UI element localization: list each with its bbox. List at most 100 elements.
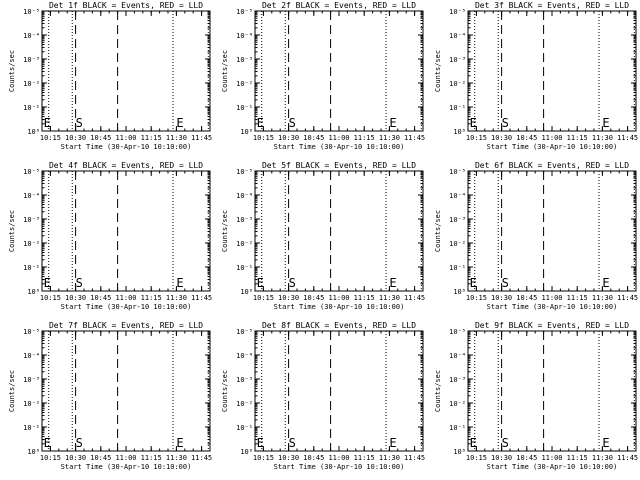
- x-tick-label: 11:30: [592, 454, 613, 462]
- x-axis-label: Start Time (30-Apr-10 10:10:00): [487, 303, 618, 311]
- x-tick-label: 11:30: [166, 294, 187, 302]
- x-tick-label: 11:15: [141, 454, 162, 462]
- x-tick-label: 11:30: [379, 134, 400, 142]
- letter-marker: S: [502, 116, 509, 130]
- plot-frame: [41, 170, 211, 292]
- y-tick-label: 10⁻³: [23, 216, 40, 224]
- y-tick-label: 10⁻²: [23, 240, 40, 248]
- panel-title: Det 8f BLACK = Events, RED = LLD: [262, 321, 416, 330]
- letter-marker: E: [257, 436, 264, 450]
- y-tick-label: 10⁻⁴: [23, 192, 40, 200]
- x-tick-label: 11:45: [617, 294, 638, 302]
- x-axis-label: Start Time (30-Apr-10 10:10:00): [61, 303, 192, 311]
- x-tick-label: 10:15: [253, 134, 274, 142]
- x-tick-label: 11:45: [191, 294, 212, 302]
- x-tick-label: 11:00: [115, 134, 136, 142]
- x-axis-label: Start Time (30-Apr-10 10:10:00): [61, 463, 192, 471]
- letter-marker: S: [289, 116, 296, 130]
- x-tick-label: 10:30: [278, 134, 299, 142]
- y-tick-label: 10⁻⁴: [236, 192, 253, 200]
- y-tick-label: 10⁻³: [236, 376, 253, 384]
- letter-marker: E: [602, 116, 609, 130]
- x-tick-label: 11:00: [328, 294, 349, 302]
- panel-title: Det 2f BLACK = Events, RED = LLD: [262, 1, 416, 10]
- x-tick-label: 10:30: [491, 454, 512, 462]
- x-tick-label: 10:45: [516, 294, 537, 302]
- detector-panel: Det 3f BLACK = Events, RED = LLD 10⁰ 10⁻¹ 1…: [434, 1, 638, 151]
- letter-marker: S: [289, 276, 296, 290]
- plot-frame: [467, 330, 637, 452]
- x-axis-label: Start Time (30-Apr-10 10:10:00): [274, 463, 405, 471]
- x-tick-label: 10:45: [303, 294, 324, 302]
- y-axis-label: Counts/sec: [8, 50, 16, 92]
- plot-frame: [467, 10, 637, 132]
- plot-frame: [254, 10, 424, 132]
- x-tick-label: 10:15: [466, 454, 487, 462]
- y-axis-label: Counts/sec: [8, 210, 16, 252]
- x-tick-label: 11:00: [328, 454, 349, 462]
- y-tick-label: 10⁻³: [449, 56, 466, 64]
- y-tick-label: 10⁻⁵: [236, 168, 253, 176]
- y-tick-label: 10⁻¹: [23, 264, 40, 272]
- letter-marker: S: [76, 116, 83, 130]
- y-tick-label: 10⁻⁵: [449, 168, 466, 176]
- y-tick-label: 10⁻³: [236, 56, 253, 64]
- y-tick-label: 10⁰: [240, 448, 253, 456]
- y-tick-label: 10⁻²: [449, 240, 466, 248]
- panel-title: Det 1f BLACK = Events, RED = LLD: [49, 1, 203, 10]
- letter-marker: E: [176, 276, 183, 290]
- y-tick-label: 10⁻⁴: [449, 32, 466, 40]
- x-tick-label: 10:30: [65, 454, 86, 462]
- letter-marker: E: [176, 436, 183, 450]
- y-tick-label: 10⁻²: [236, 80, 253, 88]
- y-tick-label: 10⁻¹: [236, 104, 253, 112]
- x-tick-label: 11:45: [191, 134, 212, 142]
- detector-panel: Det 8f BLACK = Events, RED = LLD 10⁰ 10⁻¹ 1…: [221, 321, 425, 471]
- detector-panel: Det 5f BLACK = Events, RED = LLD 10⁰ 10⁻¹ 1…: [221, 161, 425, 311]
- y-tick-label: 10⁻⁴: [449, 192, 466, 200]
- letter-marker: S: [76, 276, 83, 290]
- letter-marker: E: [389, 276, 396, 290]
- x-tick-label: 10:15: [40, 454, 61, 462]
- y-tick-label: 10⁰: [240, 128, 253, 136]
- x-tick-label: 11:45: [191, 454, 212, 462]
- x-tick-label: 11:45: [617, 454, 638, 462]
- x-tick-label: 10:45: [90, 294, 111, 302]
- x-tick-label: 10:30: [65, 294, 86, 302]
- y-tick-label: 10⁻²: [236, 400, 253, 408]
- y-tick-label: 10⁻³: [449, 216, 466, 224]
- x-tick-label: 10:15: [40, 134, 61, 142]
- detector-panel: Det 6f BLACK = Events, RED = LLD 10⁰ 10⁻¹ 1…: [434, 161, 638, 311]
- x-axis-label: Start Time (30-Apr-10 10:10:00): [487, 143, 618, 151]
- x-tick-label: 10:45: [516, 134, 537, 142]
- plot-frame: [254, 330, 424, 452]
- x-tick-label: 10:45: [303, 454, 324, 462]
- y-tick-label: 10⁻⁵: [449, 328, 466, 336]
- plot-frame: [41, 330, 211, 452]
- detector-panel: Det 1f BLACK = Events, RED = LLD 10⁰ 10⁻¹ 1…: [8, 1, 212, 151]
- x-tick-label: 10:15: [466, 134, 487, 142]
- y-tick-label: 10⁰: [453, 288, 466, 296]
- y-tick-label: 10⁻²: [23, 400, 40, 408]
- x-tick-label: 10:30: [278, 294, 299, 302]
- x-tick-label: 11:15: [567, 454, 588, 462]
- detector-panel: Det 9f BLACK = Events, RED = LLD 10⁰ 10⁻¹ 1…: [434, 321, 638, 471]
- letter-marker: E: [602, 276, 609, 290]
- letter-marker: E: [389, 436, 396, 450]
- x-tick-label: 11:45: [404, 294, 425, 302]
- x-tick-label: 10:45: [90, 454, 111, 462]
- y-tick-label: 10⁻⁴: [236, 32, 253, 40]
- x-tick-label: 11:00: [541, 454, 562, 462]
- letter-marker: E: [176, 116, 183, 130]
- x-axis-label: Start Time (30-Apr-10 10:10:00): [487, 463, 618, 471]
- letter-marker: E: [44, 116, 51, 130]
- x-axis-label: Start Time (30-Apr-10 10:10:00): [61, 143, 192, 151]
- x-tick-label: 10:30: [278, 454, 299, 462]
- y-tick-label: 10⁻³: [23, 376, 40, 384]
- y-tick-label: 10⁻³: [449, 376, 466, 384]
- x-tick-label: 11:00: [541, 294, 562, 302]
- letter-marker: E: [44, 436, 51, 450]
- x-tick-label: 10:30: [491, 134, 512, 142]
- y-tick-label: 10⁻²: [449, 400, 466, 408]
